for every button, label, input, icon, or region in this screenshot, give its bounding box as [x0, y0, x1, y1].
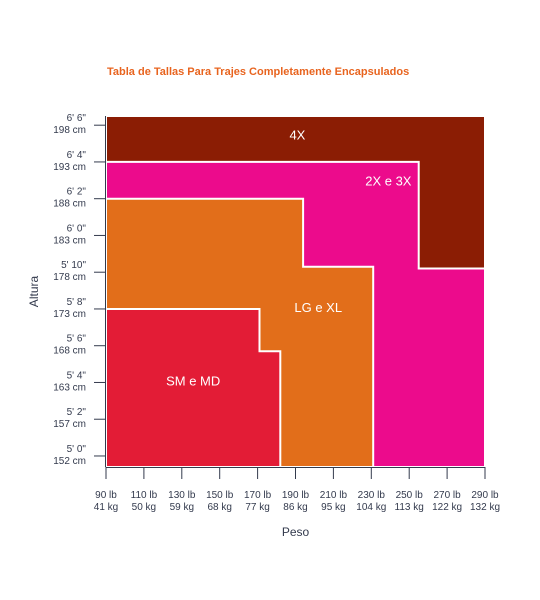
x-tick-label-lb: 190 lb [282, 490, 310, 501]
y-tick-label-cm: 178 cm [53, 272, 86, 283]
region-label-4x: 4X [289, 127, 305, 142]
y-tick-label-cm: 188 cm [53, 199, 86, 210]
x-tick-label-lb: 230 lb [358, 490, 386, 501]
y-tick-label-ft: 6' 0" [67, 223, 87, 234]
y-tick-label-cm: 168 cm [53, 346, 86, 357]
chart-title: Tabla de Tallas Para Trajes Completament… [107, 66, 410, 78]
x-tick-label-lb: 130 lb [168, 490, 196, 501]
x-tick-label-lb: 150 lb [206, 490, 234, 501]
x-tick-label-kg: 68 kg [207, 502, 231, 513]
x-tick-label-kg: 86 kg [283, 502, 307, 513]
x-tick-label-lb: 250 lb [396, 490, 424, 501]
x-axis-title: Peso [282, 525, 310, 539]
x-tick-label-lb: 90 lb [95, 490, 117, 501]
x-tick-label-kg: 122 kg [432, 502, 462, 513]
y-tick-label-cm: 183 cm [53, 235, 86, 246]
y-tick-label-cm: 157 cm [53, 419, 86, 430]
y-tick-label-ft: 5' 4" [67, 370, 87, 381]
x-tick-label-kg: 59 kg [170, 502, 194, 513]
y-tick-label-ft: 5' 6" [67, 334, 87, 345]
region-label-lg-e-xl: LG e XL [294, 300, 342, 315]
y-axis-title: Altura [27, 276, 41, 308]
x-tick-label-kg: 95 kg [321, 502, 345, 513]
x-tick-label-lb: 270 lb [433, 490, 461, 501]
y-tick-label-cm: 173 cm [53, 309, 86, 320]
x-tick-label-lb: 290 lb [471, 490, 499, 501]
y-tick-label-ft: 5' 2" [67, 407, 87, 418]
x-tick-label-kg: 77 kg [245, 502, 269, 513]
y-tick-label-cm: 163 cm [53, 382, 86, 393]
y-tick-label-ft: 6' 4" [67, 150, 87, 161]
x-tick-label-lb: 110 lb [131, 490, 158, 501]
x-tick-label-kg: 50 kg [132, 502, 156, 513]
x-tick-label-lb: 210 lb [320, 490, 348, 501]
x-tick-label-kg: 113 kg [395, 502, 424, 513]
y-tick-label-ft: 6' 6" [67, 113, 87, 124]
size-region-labels: 4X 2X e 3X LG e XL SM e MD [166, 127, 412, 388]
size-regions [105, 115, 486, 468]
y-tick-label-cm: 198 cm [53, 125, 86, 136]
region-label-sm-e-md: SM e MD [166, 374, 220, 389]
x-tick-label-kg: 41 kg [94, 502, 118, 513]
y-tick-label-cm: 193 cm [53, 162, 86, 173]
x-tick-label-kg: 132 kg [470, 502, 500, 513]
x-tick-label-lb: 170 lb [244, 490, 272, 501]
y-axis-ticks: 5' 0"152 cm 5' 2"157 cm 5' 4"163 cm 5' 6"16… [53, 113, 106, 467]
y-tick-label-ft: 5' 0" [67, 444, 87, 455]
region-label-2x-e-3x: 2X e 3X [365, 173, 412, 188]
y-tick-label-cm: 152 cm [53, 456, 86, 467]
x-tick-label-kg: 104 kg [356, 502, 386, 513]
y-tick-label-ft: 5' 10" [61, 260, 86, 271]
y-tick-label-ft: 6' 2" [67, 187, 87, 198]
y-tick-label-ft: 5' 8" [67, 297, 87, 308]
